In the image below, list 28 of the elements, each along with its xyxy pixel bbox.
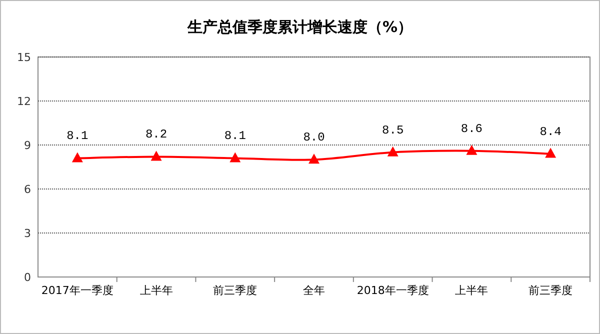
y-tick-label: 12	[17, 95, 31, 108]
point	[545, 148, 556, 158]
x-tick-label: 上半年	[140, 284, 173, 297]
x-tick-label: 2017年一季度	[41, 284, 114, 297]
point	[72, 152, 83, 162]
y-tick-label: 15	[17, 51, 31, 64]
data-label: 8.0	[303, 130, 325, 145]
x-tick-label: 上半年	[455, 284, 488, 297]
x-tick-label: 前三季度	[528, 284, 573, 297]
point	[466, 144, 478, 155]
point	[230, 152, 241, 162]
data-label: 8.4	[540, 124, 562, 139]
point	[150, 150, 162, 161]
data-label: 8.1	[224, 129, 246, 144]
point	[308, 154, 320, 164]
data-label: 8.5	[382, 123, 404, 138]
chart-title: 生产总值季度累计增长速度（%）	[186, 18, 413, 36]
x-tick-label: 2018年一季度	[356, 284, 429, 297]
y-tick-label: 3	[24, 227, 31, 240]
y-tick-label: 9	[24, 139, 31, 152]
y-tick-label: 0	[24, 271, 31, 284]
data-label: 8.2	[145, 128, 168, 142]
point	[387, 146, 398, 156]
x-tick-label: 全年	[303, 284, 325, 297]
data-label: 8.6	[460, 122, 483, 136]
y-tick-label: 6	[24, 183, 31, 196]
data-label: 8.1	[66, 129, 88, 144]
x-tick-label: 前三季度	[213, 284, 258, 297]
